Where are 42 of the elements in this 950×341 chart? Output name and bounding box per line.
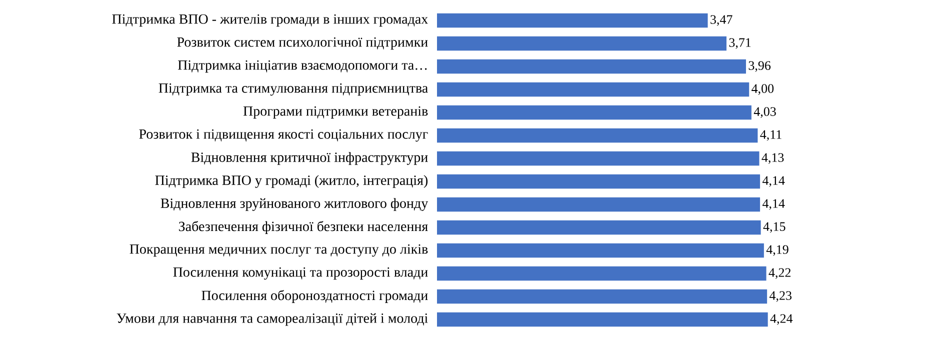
y-tick-label: Умови для навчання та самореалізації дітей і молоді	[116, 313, 428, 326]
bar	[437, 312, 768, 327]
bar	[437, 220, 761, 235]
bar	[437, 243, 764, 258]
bar	[437, 289, 768, 304]
y-tick-label: Підтримка ВПО - жителів громади в інших громадах	[112, 14, 428, 27]
y-tick-label: Підтримка та стимулювання підприємництва	[158, 83, 428, 96]
data-label: 4,19	[766, 245, 788, 256]
y-tick-label: Відновлення зруйнованого житлового фонду	[160, 198, 428, 211]
bar	[437, 266, 766, 281]
data-label: 4,15	[763, 222, 786, 233]
y-tick-label: Відновлення критичної інфраструктури	[191, 152, 428, 165]
data-label: 4,14	[762, 176, 785, 187]
y-tick-label: Розвиток і підвищення якості соціальних послуг	[139, 129, 428, 142]
data-label: 3,96	[748, 61, 771, 72]
y-tick-label: Підтримка ВПО у громаді (житло, інтеграція)	[155, 175, 428, 188]
y-tick-label: Забезпечення фізичної безпеки населення	[178, 221, 428, 234]
y-tick-label: Підтримка ініціатив взаємодопомоги та…	[178, 60, 427, 73]
data-label: 4,14	[762, 199, 785, 210]
bar	[437, 197, 760, 212]
data-label: 4,22	[768, 268, 791, 279]
data-label: 4,00	[752, 84, 774, 95]
bar	[437, 128, 758, 143]
data-label: 4,03	[754, 107, 776, 118]
y-tick-label: Покращення медичних послуг та доступу до ліків	[130, 244, 428, 257]
y-tick-label: Розвиток систем психологічної підтримки	[177, 37, 428, 50]
data-label: 4,11	[760, 130, 782, 141]
y-tick-label: Посилення обороноздатності громади	[202, 290, 428, 304]
bar	[437, 13, 708, 28]
y-tick-label: Програми підтримки ветеранів	[243, 106, 428, 119]
data-label: 3,71	[729, 38, 751, 49]
bar	[437, 105, 752, 120]
data-label: 3,47	[710, 15, 732, 26]
data-label: 4,24	[770, 314, 793, 325]
bar	[437, 151, 760, 166]
bar	[437, 59, 746, 74]
y-tick-label: Посилення комунікаці та прозорості влади	[173, 267, 428, 280]
bar	[437, 174, 760, 189]
bar	[437, 82, 750, 97]
bar	[437, 36, 726, 51]
data-label: 4,13	[762, 153, 784, 164]
data-label: 4,23	[770, 291, 792, 302]
